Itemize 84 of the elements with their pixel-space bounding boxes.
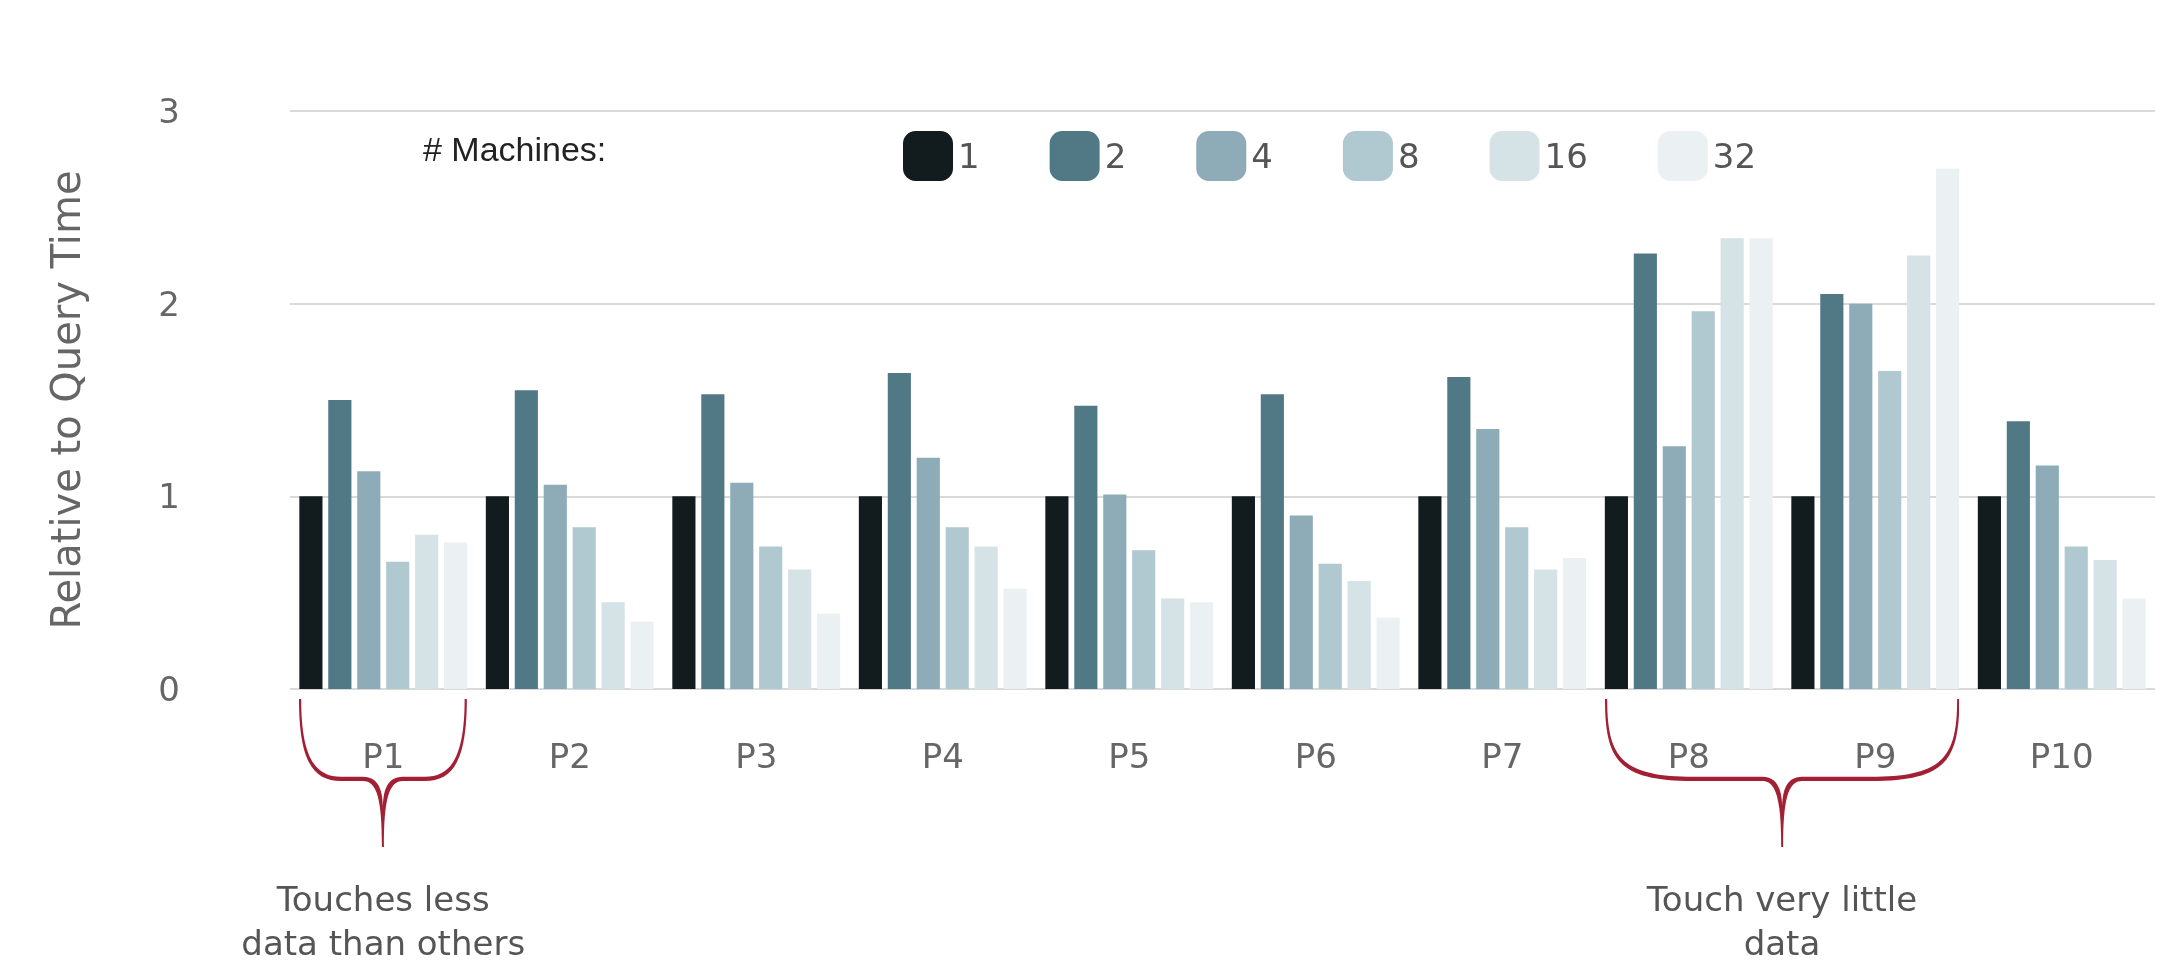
bar (1074, 405, 1098, 689)
bar (701, 394, 725, 689)
bar (1003, 588, 1027, 689)
text: Touch very little data (1645, 878, 1919, 965)
bar (1936, 168, 1960, 689)
x-tick-label: P2 (548, 736, 591, 776)
bar (974, 546, 998, 689)
bar (415, 534, 439, 689)
bar (299, 496, 323, 689)
x-tick-label: P7 (1481, 736, 1524, 776)
bar (2006, 421, 2030, 689)
x-tick-label: P8 (1667, 736, 1710, 776)
bar (1907, 255, 1931, 689)
bar (1190, 602, 1214, 689)
bar (887, 373, 911, 689)
bar (916, 457, 940, 689)
bar (1749, 238, 1773, 689)
bar (788, 569, 812, 689)
legend-title: # Machines: (423, 130, 607, 168)
bar (386, 561, 410, 689)
bar (1476, 428, 1500, 689)
bar (1662, 446, 1686, 689)
bar (514, 390, 538, 689)
y-tick-label: 0 (158, 669, 180, 709)
bar (1318, 563, 1342, 689)
bar (630, 621, 654, 689)
bar (1849, 303, 1873, 689)
legend-label: 32 (1712, 136, 1757, 176)
bar (945, 527, 969, 689)
legend-label: 16 (1544, 136, 1588, 176)
bar (1045, 496, 1069, 689)
bar (1878, 371, 1902, 689)
bar (1791, 496, 1815, 689)
x-tick-label: P1 (362, 736, 405, 776)
bar (485, 496, 509, 689)
bar (1289, 515, 1313, 689)
y-axis-title: Relative to Query Time (43, 170, 89, 630)
bar (444, 542, 468, 689)
bar (1691, 311, 1715, 689)
x-tick-label: P10 (2029, 736, 2094, 776)
bar (817, 613, 841, 689)
bar (601, 602, 625, 689)
legend-label: 4 (1251, 136, 1273, 176)
bar (1604, 496, 1628, 689)
bar (730, 482, 754, 689)
bar (1447, 376, 1471, 689)
bar (328, 400, 352, 689)
bar (759, 546, 783, 689)
bar (2064, 546, 2088, 689)
bar (2035, 465, 2059, 689)
x-tick-label: P4 (921, 736, 964, 776)
bar (1418, 496, 1442, 689)
bar (1820, 294, 1844, 689)
bar (1231, 496, 1255, 689)
bar (1347, 581, 1371, 689)
text: Touches less data than others (240, 878, 527, 965)
bar (1563, 557, 1587, 689)
x-tick-label: P6 (1294, 736, 1337, 776)
bar (357, 471, 381, 689)
y-tick-label: 1 (158, 476, 180, 517)
bar (2122, 598, 2146, 689)
bar (1534, 569, 1558, 689)
bar (543, 484, 567, 689)
bar (1132, 550, 1156, 689)
bar (1161, 598, 1185, 689)
bar (1376, 617, 1400, 689)
bar (858, 496, 882, 689)
bar (572, 527, 596, 689)
y-tick-label: 2 (158, 283, 180, 324)
bar (672, 496, 696, 689)
bar (1633, 253, 1657, 689)
bar (2093, 559, 2117, 689)
bar (1103, 494, 1127, 689)
bar (1720, 238, 1744, 689)
y-tick-label: 3 (158, 91, 180, 131)
legend-label: 8 (1397, 136, 1420, 176)
bar (1505, 527, 1529, 689)
x-tick-label: P5 (1108, 736, 1151, 776)
x-tick-label: P9 (1854, 736, 1897, 776)
x-tick-label: P3 (735, 736, 778, 776)
legend-label: 2 (1104, 136, 1127, 176)
bar (1977, 496, 2001, 689)
legend-label: 1 (958, 136, 980, 176)
bar (1260, 394, 1284, 689)
